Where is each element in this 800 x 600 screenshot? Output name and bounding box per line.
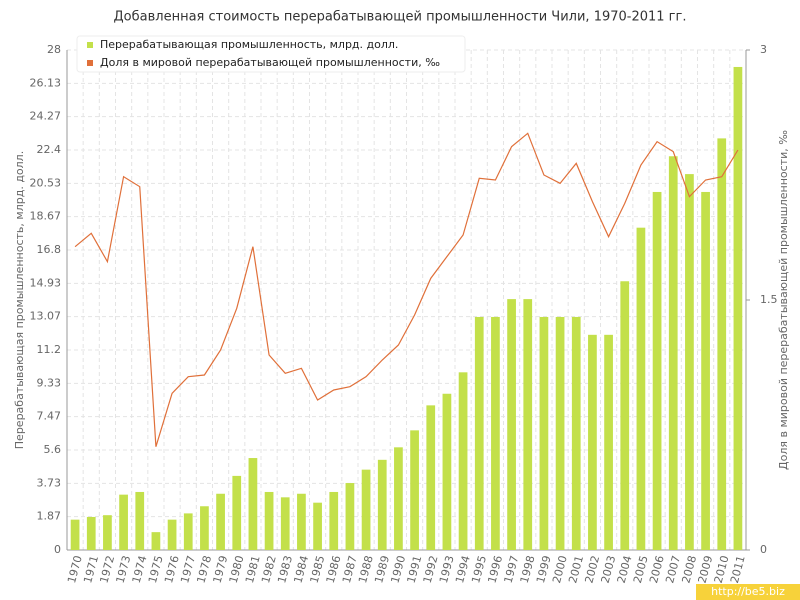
- legend-label: Доля в мировой перерабатывающей промышле…: [100, 56, 440, 69]
- y-tick-label: 9.33: [37, 376, 62, 389]
- bar: [523, 299, 533, 550]
- bar: [458, 372, 468, 550]
- bar: [200, 506, 209, 550]
- y-tick-label: 14.93: [30, 276, 62, 289]
- bar: [248, 458, 258, 550]
- bar: [167, 519, 177, 550]
- bar: [232, 475, 242, 550]
- bar: [539, 316, 549, 550]
- y-tick-label: 20.53: [30, 176, 62, 189]
- bar: [135, 491, 145, 550]
- bar: [313, 502, 322, 550]
- bar: [103, 515, 112, 550]
- bar: [280, 497, 290, 550]
- bar: [636, 227, 646, 550]
- bar: [507, 299, 516, 550]
- watermark: http://be5.biz: [711, 585, 785, 598]
- legend-box: [76, 35, 466, 73]
- bar: [474, 316, 484, 550]
- bar: [394, 447, 403, 550]
- bar: [216, 493, 225, 550]
- bar: [652, 191, 662, 550]
- legend-marker: [87, 60, 93, 66]
- y-tick-label: 3.73: [37, 476, 62, 489]
- chart-title: Добавленная стоимость перерабатывающей п…: [114, 10, 687, 25]
- bar: [733, 66, 743, 550]
- y2-tick-label: 1.5: [760, 293, 778, 306]
- y-tick-label: 0: [54, 543, 61, 556]
- y-tick-label: 24.27: [30, 110, 62, 123]
- y-tick-label: 26.13: [30, 76, 62, 89]
- y-tick-label: 1.87: [37, 510, 62, 523]
- bar: [555, 316, 565, 550]
- bar: [361, 469, 371, 550]
- bar: [264, 491, 274, 550]
- bar: [410, 430, 419, 550]
- bar: [183, 513, 193, 550]
- y-tick-label: 11.2: [37, 343, 62, 356]
- bar: [620, 281, 630, 550]
- y-tick-label: 16.8: [37, 243, 62, 256]
- y-tick-label: 7.47: [37, 410, 62, 423]
- bar: [717, 138, 727, 550]
- y-tick-label: 5.6: [44, 443, 62, 456]
- bar: [588, 334, 597, 550]
- bar: [668, 156, 678, 550]
- bar: [442, 393, 452, 550]
- bar: [685, 174, 694, 550]
- y-tick-label: 13.07: [30, 310, 62, 323]
- line: [74, 132, 739, 447]
- bar: [86, 516, 96, 550]
- y-tick-label: 22.4: [37, 143, 62, 156]
- y-tick-label: 28: [47, 43, 61, 56]
- bar: [491, 316, 500, 550]
- bar: [377, 459, 387, 550]
- bar: [426, 405, 436, 550]
- bar: [701, 191, 710, 550]
- bar: [329, 491, 339, 550]
- bar: [151, 532, 161, 550]
- bar: [345, 483, 355, 550]
- y-axis-label: Перерабатывающая промышленность, млрд. д…: [13, 151, 26, 449]
- bar: [297, 493, 306, 550]
- bar: [70, 519, 80, 550]
- legend-marker: [87, 42, 93, 48]
- y-tick-label: 18.67: [30, 210, 62, 223]
- legend-label: Перерабатывающая промышленность, млрд. д…: [100, 38, 398, 51]
- bar: [604, 334, 613, 550]
- y2-tick-label: 3: [760, 43, 767, 56]
- bar: [571, 316, 581, 550]
- bar: [119, 494, 128, 550]
- watermark-bg: [696, 584, 800, 600]
- y2-tick-label: 0: [760, 543, 767, 556]
- y2-axis-label: Доля в мировой перерабатывающей промышле…: [777, 130, 790, 470]
